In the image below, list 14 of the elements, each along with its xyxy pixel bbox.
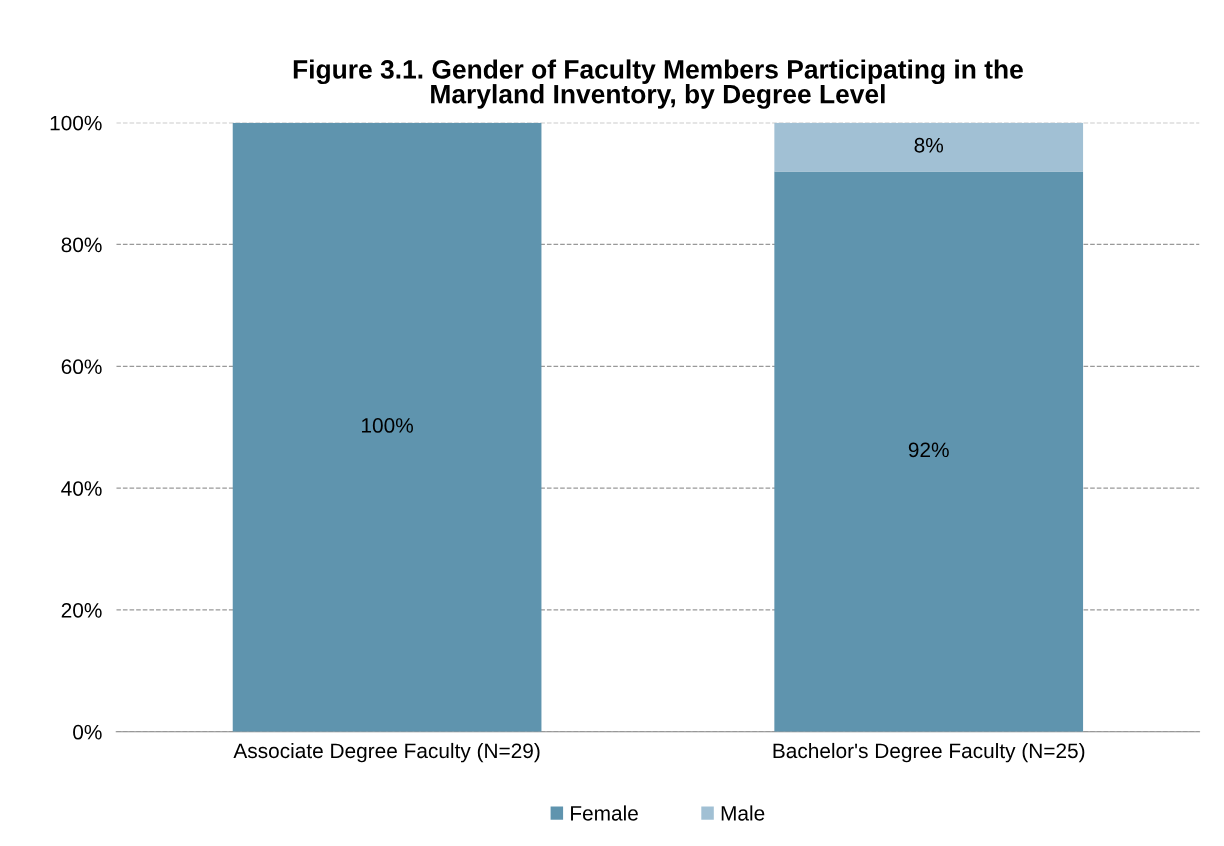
y-tick-label: 40% [61, 481, 102, 496]
y-tick-label: 20% [61, 602, 102, 618]
legend-label: Male [721, 805, 765, 821]
data-label: 100% [362, 418, 413, 433]
x-tick-label: Bachelor's Degree Faculty (N=25) [773, 742, 1085, 763]
data-label: 8% [914, 137, 944, 153]
data-label: 92% [908, 442, 949, 458]
y-tick-label: 80% [61, 237, 102, 253]
x-tick-label: Associate Degree Faculty (N=29) [233, 742, 540, 763]
chart-title: Figure 3.1. Gender of Faculty Members Participating in the Maryland Inventory, by Degree Level [293, 59, 1023, 109]
y-tick-label: 0% [73, 724, 102, 740]
y-tick-label: 60% [61, 359, 102, 375]
y-tick-label: 100% [50, 115, 102, 131]
legend-label: Female [571, 805, 638, 821]
